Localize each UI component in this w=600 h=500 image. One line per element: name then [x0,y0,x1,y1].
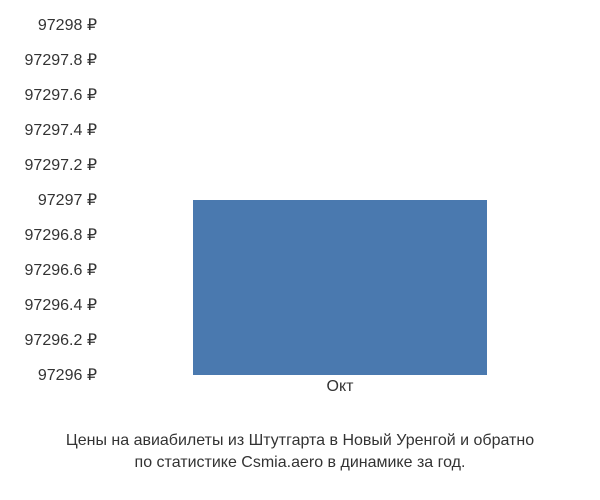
y-tick-label: 97297 ₽ [0,190,97,210]
caption-line-1: Цены на авиабилеты из Штутгарта в Новый … [0,430,600,452]
y-tick-label: 97296 ₽ [0,365,97,385]
chart-caption: Цены на авиабилеты из Штутгарта в Новый … [0,430,600,475]
x-axis: Окт [110,378,570,408]
y-tick-label: 97297.8 ₽ [0,50,97,70]
y-axis: 97298 ₽ 97297.8 ₽ 97297.6 ₽ 97297.4 ₽ 97297.… [0,15,105,375]
y-tick-label: 97297.4 ₽ [0,120,97,140]
y-tick-label: 97296.8 ₽ [0,225,97,245]
y-tick-label: 97297.6 ₽ [0,85,97,105]
bar [193,200,487,375]
chart-plot-area [110,25,570,375]
y-tick-label: 97298 ₽ [0,15,97,35]
y-tick-label: 97296.4 ₽ [0,295,97,315]
bar-container [110,25,570,375]
y-tick-label: 97297.2 ₽ [0,155,97,175]
y-tick-label: 97296.6 ₽ [0,260,97,280]
caption-line-2: по статистике Csmia.aero в динамике за г… [0,452,600,474]
y-tick-label: 97296.2 ₽ [0,330,97,350]
x-tick-label: Окт [327,378,354,396]
